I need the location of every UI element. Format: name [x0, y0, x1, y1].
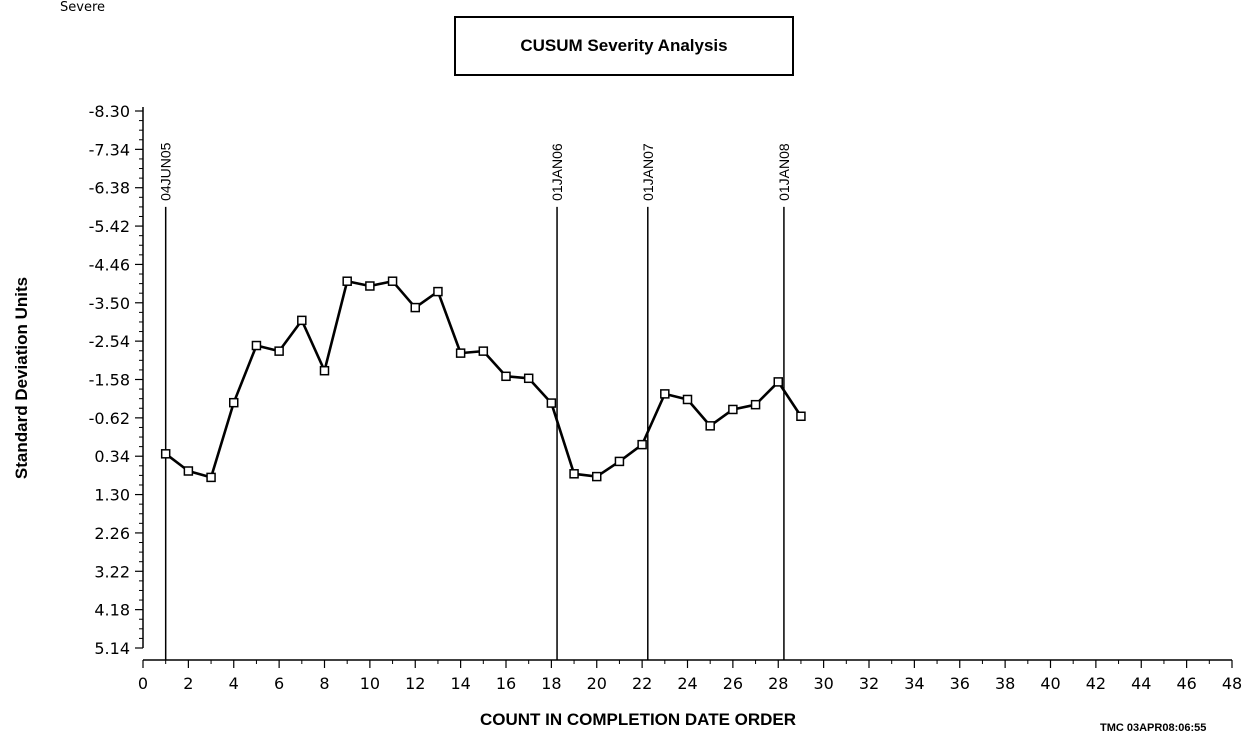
y-tick-label: -2.54 [89, 332, 130, 351]
y-tick-label: 1.30 [94, 486, 130, 505]
x-tick-label: 24 [677, 674, 697, 693]
x-tick-label: 32 [859, 674, 879, 693]
data-series [160, 276, 806, 483]
data-point [478, 346, 489, 356]
data-point [592, 471, 602, 482]
y-tick-label: 0.34 [94, 447, 130, 466]
data-point [682, 394, 693, 405]
data-point [455, 348, 466, 358]
reference-line-label: 01JAN07 [640, 143, 656, 201]
data-point [297, 315, 307, 326]
x-axis-label: COUNT IN COMPLETION DATE ORDER [479, 710, 797, 729]
x-tick-label: 44 [1131, 674, 1151, 693]
y-tick-label: -6.38 [89, 179, 130, 198]
data-point [546, 398, 557, 408]
axes: -8.30 -7.34 -6.38 -5.42 -4.46 -3.50 -2.54 -1.58… [89, 102, 1243, 693]
x-tick-label: 10 [360, 674, 380, 693]
data-point [206, 472, 216, 483]
data-point [342, 276, 352, 286]
data-point [705, 421, 715, 431]
x-tick-label: 6 [274, 674, 284, 693]
data-point [251, 340, 262, 351]
x-tick-label: 4 [229, 674, 239, 693]
series-line [164, 279, 803, 479]
y-tick-label: -5.42 [89, 217, 130, 236]
y-tick-label: -1.58 [89, 371, 130, 390]
x-tick-label: 28 [768, 674, 788, 693]
data-point [319, 365, 330, 376]
data-point [523, 373, 534, 384]
corner-label: Severe [60, 0, 105, 15]
reference-lines: 04JUN05 01JAN06 01JAN07 01JAN08 [158, 142, 792, 660]
data-point [660, 389, 670, 399]
data-point [160, 449, 171, 459]
data-point [433, 286, 443, 297]
data-point [637, 439, 647, 450]
y-tick-label: -7.34 [89, 140, 130, 159]
data-point [773, 377, 783, 387]
data-point [614, 456, 625, 467]
data-point [387, 276, 398, 286]
x-tick-label: 36 [950, 674, 970, 693]
data-point [728, 404, 738, 415]
x-tick-label: 26 [723, 674, 743, 693]
data-point [796, 411, 806, 422]
y-tick-label: 2.26 [94, 524, 130, 543]
reference-line-label: 01JAN06 [549, 143, 565, 201]
data-point [501, 371, 511, 382]
data-point [410, 302, 420, 313]
x-tick-label: 16 [496, 674, 516, 693]
x-tick-label: 42 [1086, 674, 1106, 693]
y-tick-label: 4.18 [94, 601, 130, 620]
x-tick-label: 30 [813, 674, 833, 693]
x-tick-label: 14 [450, 674, 470, 693]
data-point [750, 399, 761, 410]
x-tick-label: 34 [904, 674, 924, 693]
reference-line-label: 04JUN05 [158, 142, 174, 201]
chart-title: CUSUM Severity Analysis [454, 16, 794, 76]
x-tick-label: 40 [1040, 674, 1060, 693]
y-tick-label: -0.62 [89, 409, 130, 428]
y-tick-label: -8.30 [89, 102, 130, 121]
x-tick-label: 18 [541, 674, 561, 693]
data-point [183, 466, 194, 476]
data-point [365, 281, 375, 291]
y-tick-label: 5.14 [94, 639, 130, 658]
x-tick-label: 8 [319, 674, 329, 693]
data-point [274, 346, 284, 356]
data-point [569, 469, 579, 479]
x-tick-label: 48 [1222, 674, 1242, 693]
x-tick-label: 22 [632, 674, 652, 693]
y-tick-label: -4.46 [89, 255, 130, 274]
y-tick-label: -3.50 [89, 294, 130, 313]
footnote-timestamp: TMC 03APR08:06:55 [1100, 722, 1207, 734]
x-tick-label: 20 [587, 674, 607, 693]
x-tick-label: 0 [138, 674, 148, 693]
y-tick-label: 3.22 [94, 562, 130, 581]
x-tick-label: 46 [1176, 674, 1196, 693]
x-tick-label: 38 [995, 674, 1015, 693]
reference-line-label: 01JAN08 [776, 143, 792, 201]
x-tick-label: 2 [183, 674, 193, 693]
data-point [229, 397, 239, 408]
x-tick-label: 12 [405, 674, 425, 693]
